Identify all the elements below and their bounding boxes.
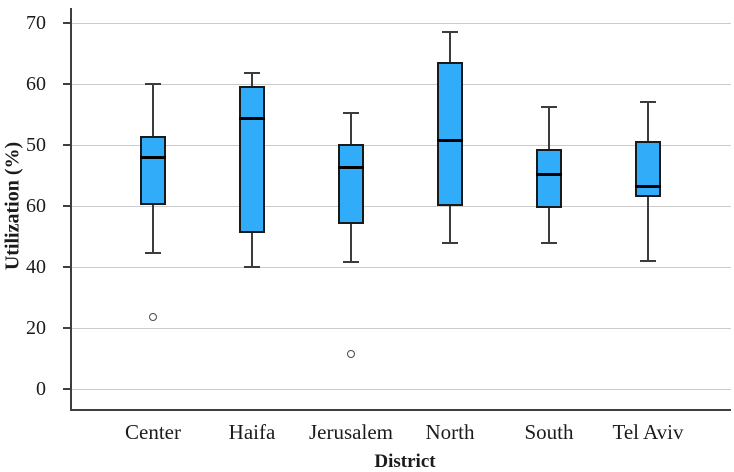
median-line	[140, 156, 166, 159]
box	[338, 144, 364, 224]
y-tick-label: 0	[36, 378, 46, 400]
y-tick-label: 60	[26, 195, 46, 217]
gridline	[72, 23, 731, 24]
gridline	[72, 328, 731, 329]
y-tick-mark	[63, 327, 70, 329]
box	[140, 136, 166, 205]
x-category-label: South	[524, 420, 574, 444]
y-tick-label: 50	[26, 134, 46, 156]
box	[536, 149, 562, 208]
gridline	[72, 267, 731, 268]
whisker-cap-top	[145, 83, 161, 85]
outlier-point	[149, 313, 157, 321]
x-axis-title: District	[374, 451, 436, 472]
gridline	[72, 206, 731, 207]
whisker-cap-bottom	[343, 261, 359, 263]
y-tick-mark	[63, 388, 70, 390]
box	[437, 62, 463, 206]
whisker-cap-top	[244, 72, 260, 74]
y-tick-mark	[63, 144, 70, 146]
box	[239, 86, 265, 233]
x-category-label: Haifa	[228, 420, 276, 444]
whisker-cap-top	[343, 112, 359, 114]
whisker-cap-top	[442, 31, 458, 33]
y-axis-line	[70, 8, 72, 411]
whisker-cap-bottom	[442, 242, 458, 244]
whisker-cap-bottom	[145, 252, 161, 254]
y-tick-mark	[63, 83, 70, 85]
whisker-cap-bottom	[244, 266, 260, 268]
gridline	[72, 389, 731, 390]
box	[635, 141, 661, 197]
y-tick-label: 40	[26, 256, 46, 278]
whisker-cap-bottom	[541, 242, 557, 244]
x-category-label: North	[425, 420, 475, 444]
x-category-label: Jerusalem	[309, 420, 393, 444]
gridline	[72, 145, 731, 146]
whisker-cap-bottom	[640, 260, 656, 262]
x-category-label: Tel Aviv	[612, 420, 684, 444]
x-axis-line	[70, 409, 731, 411]
y-tick-mark	[63, 205, 70, 207]
gridline	[72, 84, 731, 85]
whisker-cap-top	[541, 106, 557, 108]
y-tick-label: 60	[26, 73, 46, 95]
outlier-point	[347, 350, 355, 358]
whisker-cap-top	[640, 101, 656, 103]
median-line	[635, 185, 661, 188]
median-line	[239, 117, 265, 120]
y-tick-mark	[63, 22, 70, 24]
y-tick-label: 20	[26, 317, 46, 339]
y-tick-mark	[63, 266, 70, 268]
median-line	[437, 139, 463, 142]
median-line	[338, 166, 364, 169]
y-tick-label: 70	[26, 12, 46, 34]
median-line	[536, 173, 562, 176]
x-category-label: Center	[125, 420, 181, 444]
